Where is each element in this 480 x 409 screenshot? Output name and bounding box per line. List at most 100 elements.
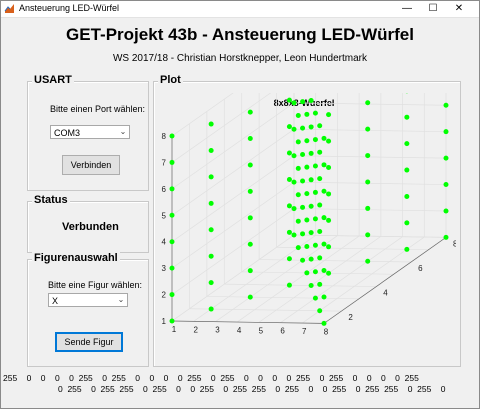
- led-point: [300, 99, 306, 105]
- grid-line: [293, 128, 447, 133]
- led-point: [300, 125, 306, 131]
- z-tick-label: 4: [162, 238, 167, 247]
- led-point: [295, 165, 301, 171]
- grid-line: [171, 93, 234, 137]
- y-tick-label: 4: [383, 289, 388, 298]
- led-point: [300, 178, 306, 184]
- status-value: Verbunden: [62, 221, 119, 233]
- led-point: [247, 215, 253, 221]
- led-point: [247, 188, 253, 194]
- grid-line: [189, 308, 342, 312]
- figure-panel-title: Figurenauswahl: [32, 252, 120, 264]
- usart-panel: USART Bitte einen Port wählen: COM3 ⌄ Ve…: [27, 74, 149, 191]
- figure-prompt-label: Bitte eine Figur wählen:: [48, 280, 143, 290]
- led-point: [321, 268, 327, 274]
- led-point: [312, 295, 318, 301]
- maximize-icon[interactable]: ☐: [428, 3, 438, 14]
- led-point: [169, 186, 175, 192]
- status-panel: Status Verbunden: [27, 194, 149, 253]
- led-point: [300, 152, 306, 158]
- led-point: [312, 137, 318, 143]
- led-point: [326, 112, 332, 118]
- led-point: [247, 294, 253, 300]
- led-point: [169, 292, 175, 298]
- led-point: [286, 150, 292, 156]
- grid-line: [293, 234, 447, 238]
- led-point: [308, 124, 314, 130]
- led-point: [443, 155, 449, 161]
- plot-panel: Plot: [153, 74, 461, 367]
- grid-line: [171, 155, 295, 243]
- z-tick-label: 3: [162, 264, 167, 273]
- window-title: Ansteuerung LED-Würfel: [19, 3, 120, 13]
- grid-line: [171, 234, 295, 322]
- plot-panel-title: Plot: [158, 74, 183, 86]
- led-point: [169, 159, 175, 165]
- led-point: [321, 162, 327, 168]
- led-point: [300, 257, 306, 263]
- led-point: [365, 232, 371, 238]
- grid-line: [224, 283, 377, 287]
- led-point: [304, 270, 310, 276]
- led-point: [286, 176, 292, 182]
- led-point: [300, 231, 306, 237]
- led-point: [326, 191, 332, 197]
- led-point: [247, 162, 253, 168]
- y-tick-label: 6: [418, 264, 423, 273]
- connect-button[interactable]: Verbinden: [62, 155, 120, 175]
- z-tick-label: 1: [162, 317, 167, 326]
- led-point: [443, 102, 449, 108]
- led-point: [308, 256, 314, 262]
- led-point: [308, 230, 314, 236]
- footer-row-2: 0 255 0 255 255 0 255 0 0 255 0 255 255 …: [58, 384, 446, 394]
- minimize-icon[interactable]: —: [402, 3, 412, 14]
- grid-line: [215, 235, 338, 322]
- led-point: [312, 189, 318, 195]
- led-point: [295, 245, 301, 251]
- led-point: [291, 126, 297, 132]
- led-point: [308, 150, 314, 156]
- close-icon[interactable]: ✕: [454, 3, 464, 14]
- led-point: [304, 191, 310, 197]
- x-tick-label: 8: [324, 327, 329, 336]
- send-figure-button[interactable]: Sende Figur: [55, 332, 123, 352]
- port-select[interactable]: COM3 ⌄: [50, 125, 130, 139]
- status-panel-title: Status: [32, 194, 70, 206]
- led-point: [295, 218, 301, 224]
- grid-line: [206, 296, 359, 300]
- chevron-down-icon: ⌄: [119, 127, 127, 136]
- led-point: [312, 242, 318, 248]
- led-point: [365, 179, 371, 185]
- grid-line: [171, 208, 295, 295]
- led-point: [291, 206, 297, 212]
- led-point: [365, 205, 371, 211]
- led-point: [317, 176, 323, 182]
- led-point: [317, 202, 323, 208]
- x-tick-label: 1: [172, 325, 177, 334]
- led-point: [286, 256, 292, 262]
- figure-select-value: X: [52, 296, 59, 306]
- led-point: [321, 215, 327, 221]
- grid-line: [171, 102, 295, 190]
- led-point: [208, 121, 214, 127]
- led-point: [312, 216, 318, 222]
- x-tick-label: 6: [280, 327, 285, 336]
- usart-panel-title: USART: [32, 74, 74, 86]
- led-point: [317, 123, 323, 129]
- matlab-app-icon: [4, 3, 15, 14]
- led-point: [291, 232, 297, 238]
- x-tick-label: 5: [259, 326, 264, 335]
- z-tick-label: 8: [162, 132, 167, 141]
- led-point: [304, 164, 310, 170]
- z-tick-label: 5: [162, 211, 167, 220]
- figure-select[interactable]: X ⌄: [48, 293, 128, 307]
- grid-line: [302, 236, 425, 324]
- led-point: [321, 241, 327, 247]
- led-point: [404, 114, 410, 120]
- led-point: [304, 243, 310, 249]
- grid-line: [171, 128, 295, 216]
- led-point: [365, 258, 371, 264]
- led-point: [208, 200, 214, 206]
- grid-line: [171, 181, 295, 269]
